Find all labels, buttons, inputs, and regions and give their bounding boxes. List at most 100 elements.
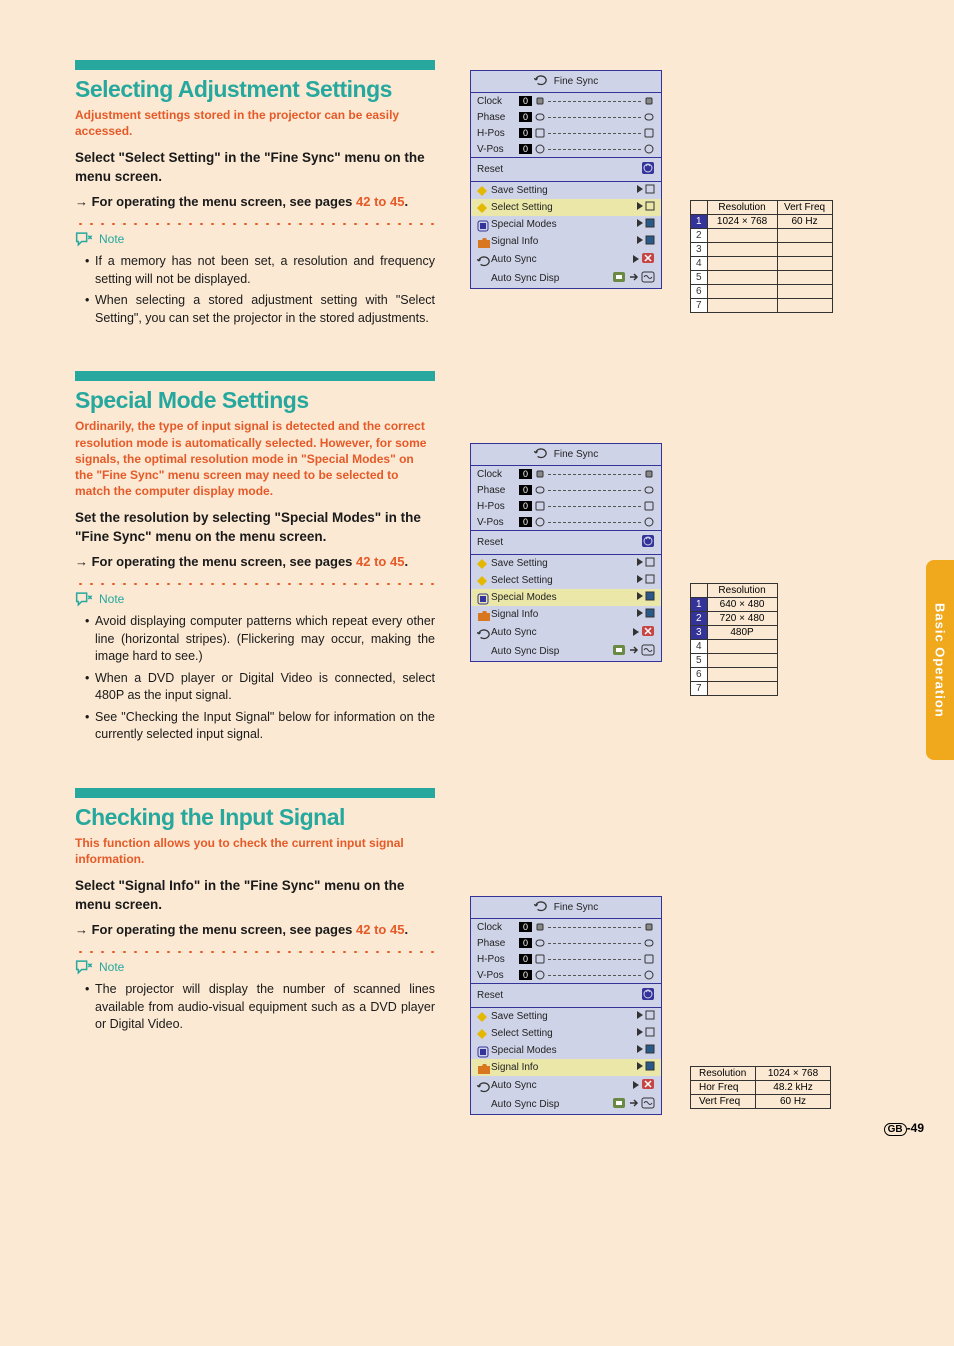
slider-label: H-Pos bbox=[477, 128, 519, 139]
sync-icon bbox=[534, 74, 548, 89]
signal-info-table: Resolution1024 × 768Hor Freq48.2 kHzVert… bbox=[690, 1066, 831, 1109]
page-ref[interactable]: 42 to 45 bbox=[356, 554, 404, 569]
menu-item-icon bbox=[477, 576, 487, 586]
resolution-table: Resolution 1640 × 4802720 × 4803480P4567 bbox=[690, 583, 778, 696]
menu-item-auto-sync-disp[interactable]: Auto Sync Disp bbox=[471, 1095, 661, 1114]
menu-item-icon bbox=[477, 203, 487, 213]
menu-item-icon bbox=[477, 647, 487, 657]
menu-item-label: Auto Sync Disp bbox=[491, 273, 608, 284]
note-item: Avoid displaying computer patterns which… bbox=[85, 613, 435, 666]
slider-label: Phase bbox=[477, 485, 519, 496]
menu-item-select-setting[interactable]: Select Setting bbox=[471, 199, 661, 216]
menu-item-trailing-icon bbox=[631, 625, 655, 640]
menu-item-trailing-icon bbox=[635, 201, 655, 214]
note-list: Avoid displaying computer patterns which… bbox=[75, 613, 435, 744]
page-ref[interactable]: 42 to 45 bbox=[356, 194, 404, 209]
menu-item-icon bbox=[477, 1029, 487, 1039]
menu-item-auto-sync-disp[interactable]: Auto Sync Disp bbox=[471, 642, 661, 661]
menu-reset-row[interactable]: Reset bbox=[471, 984, 661, 1008]
section-heading: Selecting Adjustment Settings bbox=[75, 76, 435, 103]
slider-right-icon bbox=[643, 921, 655, 933]
section-intro: Ordinarily, the type of input signal is … bbox=[75, 418, 435, 499]
fine-sync-menu: Fine Sync Clock 0 Phase 0 H-Pos 0 bbox=[470, 896, 662, 1115]
dotted-separator bbox=[75, 221, 435, 227]
menu-item-signal-info[interactable]: Signal Info bbox=[471, 606, 661, 623]
reset-icon bbox=[641, 534, 655, 551]
reset-icon bbox=[641, 987, 655, 1004]
menu-item-auto-sync[interactable]: Auto Sync bbox=[471, 250, 661, 269]
section-step: Set the resolution by selecting "Special… bbox=[75, 509, 435, 547]
menu-item-special-modes[interactable]: Special Modes bbox=[471, 589, 661, 606]
menu-slider-row: Phase 0 bbox=[471, 109, 661, 125]
menu-item-label: Select Setting bbox=[491, 202, 631, 213]
slider-value: 0 bbox=[519, 128, 532, 138]
page-ref[interactable]: 42 to 45 bbox=[356, 922, 404, 937]
slider-left-icon bbox=[534, 143, 546, 155]
menu-slider-row: V-Pos 0 bbox=[471, 141, 661, 157]
slider-value: 0 bbox=[519, 517, 532, 527]
note-item: See "Checking the Input Signal" below fo… bbox=[85, 709, 435, 744]
menu-item-label: Select Setting bbox=[491, 1028, 631, 1039]
section-substep: → For operating the menu screen, see pag… bbox=[75, 193, 435, 211]
menu-item-icon bbox=[477, 274, 487, 284]
note-label: Note bbox=[75, 231, 435, 247]
menu-item-label: Auto Sync Disp bbox=[491, 1099, 608, 1110]
section-substep: → For operating the menu screen, see pag… bbox=[75, 921, 435, 939]
menu-item-trailing-icon bbox=[635, 557, 655, 570]
menu-item-trailing-icon bbox=[631, 1078, 655, 1093]
menu-item-trailing-icon bbox=[635, 574, 655, 587]
menu-item-save-setting[interactable]: Save Setting bbox=[471, 555, 661, 572]
menu-item-auto-sync-disp[interactable]: Auto Sync Disp bbox=[471, 269, 661, 288]
slider-label: Clock bbox=[477, 469, 519, 480]
reset-icon bbox=[641, 161, 655, 178]
slider-label: V-Pos bbox=[477, 144, 519, 155]
menu-item-icon bbox=[477, 237, 487, 247]
menu-item-select-setting[interactable]: Select Setting bbox=[471, 572, 661, 589]
menu-item-special-modes[interactable]: Special Modes bbox=[471, 216, 661, 233]
slider-right-icon bbox=[643, 95, 655, 107]
note-label: Note bbox=[75, 591, 435, 607]
section-intro: Adjustment settings stored in the projec… bbox=[75, 107, 435, 139]
note-list: If a memory has not been set, a resoluti… bbox=[75, 253, 435, 327]
menu-slider-row: Phase 0 bbox=[471, 482, 661, 498]
menu-item-label: Special Modes bbox=[491, 219, 631, 230]
slider-left-icon bbox=[534, 95, 546, 107]
side-tab: Basic Operation bbox=[926, 560, 954, 760]
menu-item-special-modes[interactable]: Special Modes bbox=[471, 1042, 661, 1059]
menu-item-icon bbox=[477, 1100, 487, 1110]
dotted-separator bbox=[75, 581, 435, 587]
menu-item-signal-info[interactable]: Signal Info bbox=[471, 233, 661, 250]
dotted-separator bbox=[75, 949, 435, 955]
menu-item-auto-sync[interactable]: Auto Sync bbox=[471, 1076, 661, 1095]
menu-item-label: Auto Sync Disp bbox=[491, 646, 608, 657]
menu-slider-row: Clock 0 bbox=[471, 919, 661, 935]
menu-item-trailing-icon bbox=[635, 235, 655, 248]
section-heading: Checking the Input Signal bbox=[75, 804, 435, 831]
slider-left-icon bbox=[534, 969, 546, 981]
slider-value: 0 bbox=[519, 922, 532, 932]
fine-sync-menu: Fine Sync Clock 0 Phase 0 H-Pos 0 bbox=[470, 70, 662, 289]
slider-label: V-Pos bbox=[477, 517, 519, 528]
slider-value: 0 bbox=[519, 469, 532, 479]
slider-label: Clock bbox=[477, 96, 519, 107]
menu-item-trailing-icon bbox=[635, 608, 655, 621]
menu-reset-row[interactable]: Reset bbox=[471, 158, 661, 182]
sync-icon bbox=[534, 447, 548, 462]
menu-item-select-setting[interactable]: Select Setting bbox=[471, 1025, 661, 1042]
slider-left-icon bbox=[534, 484, 546, 496]
menu-item-auto-sync[interactable]: Auto Sync bbox=[471, 623, 661, 642]
slider-left-icon bbox=[534, 953, 546, 965]
menu-reset-row[interactable]: Reset bbox=[471, 531, 661, 555]
menu-item-label: Save Setting bbox=[491, 1011, 631, 1022]
menu-item-save-setting[interactable]: Save Setting bbox=[471, 1008, 661, 1025]
menu-item-save-setting[interactable]: Save Setting bbox=[471, 182, 661, 199]
resolution-table: ResolutionVert Freq 11024 × 76860 Hz2345… bbox=[690, 200, 833, 313]
menu-item-icon bbox=[477, 255, 487, 265]
slider-label: H-Pos bbox=[477, 501, 519, 512]
menu-item-trailing-icon bbox=[612, 271, 655, 286]
menu-slider-row: H-Pos 0 bbox=[471, 125, 661, 141]
slider-value: 0 bbox=[519, 501, 532, 511]
menu-item-signal-info[interactable]: Signal Info bbox=[471, 1059, 661, 1076]
menu-slider-row: Clock 0 bbox=[471, 93, 661, 109]
slider-value: 0 bbox=[519, 938, 532, 948]
